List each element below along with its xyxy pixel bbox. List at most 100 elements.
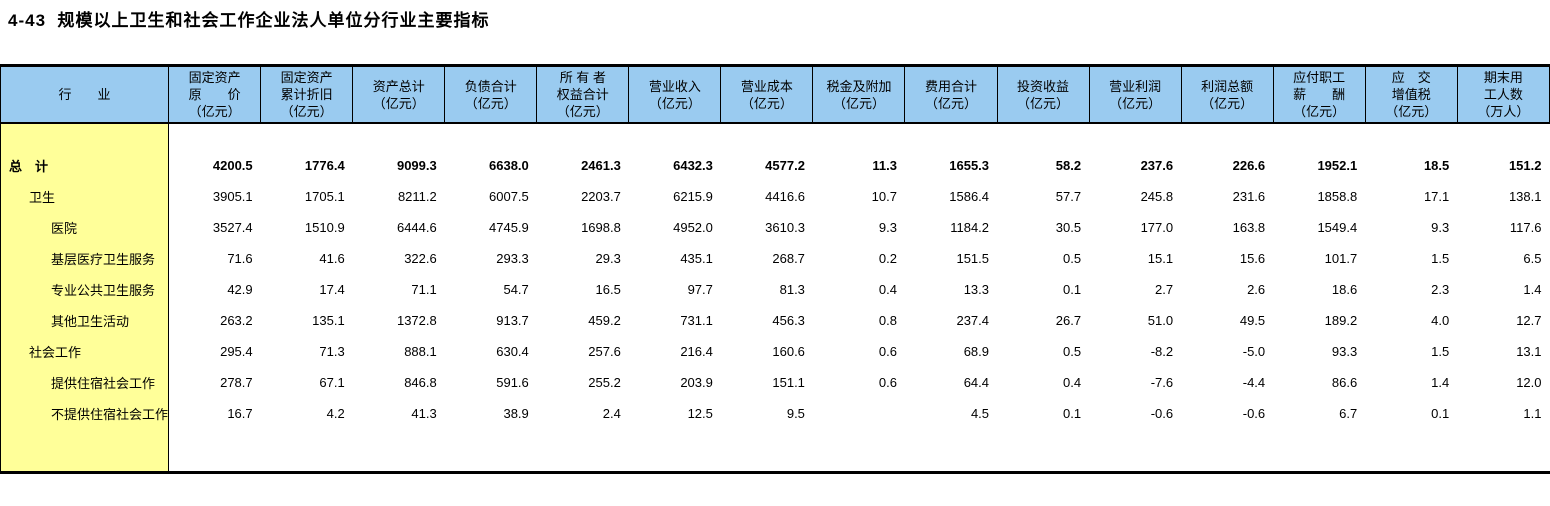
row-label: 基层医疗卫生服务 (0, 243, 170, 274)
data-cell (813, 398, 905, 429)
data-cell: 2.6 (1247, 282, 1266, 297)
data-cell: 913.7 (496, 313, 529, 328)
data-cell: 591.6 (496, 375, 529, 390)
col-header-7: 税金及附加 （亿元） (812, 65, 906, 124)
data-cell: 81.3 (779, 282, 805, 297)
data-cell: 6432.3 (673, 158, 713, 173)
data-cell: 11.3 (872, 158, 897, 173)
data-cell: 93.3 (1331, 344, 1358, 359)
data-cell: 226.6 (1232, 158, 1266, 173)
data-cell: 135.1 (312, 313, 345, 328)
data-cell: 64.4 (963, 375, 990, 390)
data-cell: 15.6 (1239, 251, 1266, 266)
data-cell: 6638.0 (489, 158, 529, 173)
row-label: 其他卫生活动 (0, 305, 170, 336)
row-label: 卫生 (0, 181, 170, 212)
data-cell: 3905.1 (212, 189, 253, 204)
col-header-9: 投资收益 （亿元） (996, 65, 1090, 124)
data-cell: 459.2 (588, 313, 621, 328)
data-cell: 101.7 (1324, 251, 1358, 266)
data-cell: 58.2 (1055, 158, 1082, 173)
data-cell: 151.2 (1508, 158, 1542, 173)
data-cell: 71.6 (227, 251, 253, 266)
data-cell: -0.6 (1150, 406, 1174, 421)
spacer-cell (169, 429, 1550, 473)
col-header-10: 营业利润 （亿元） (1088, 65, 1182, 124)
data-cell: 57.7 (1055, 189, 1082, 204)
data-cell: 1698.8 (581, 220, 621, 235)
data-cell: 4577.2 (765, 158, 805, 173)
data-cell: 26.7 (1055, 313, 1082, 328)
data-cell: 86.6 (1331, 375, 1358, 390)
data-cell: 97.7 (687, 282, 713, 297)
data-cell: 17.1 (1423, 189, 1450, 204)
page-title: 4-43 规模以上卫生和社会工作企业法人单位分行业主要指标 (8, 11, 490, 30)
col-header-4: 所 有 者 权益合计 （亿元） (536, 65, 630, 124)
data-cell: -8.2 (1150, 344, 1174, 359)
data-cell: 1858.8 (1317, 189, 1358, 204)
data-cell: 1952.1 (1317, 158, 1358, 173)
data-cell: 435.1 (680, 251, 713, 266)
data-cell: 0.6 (878, 344, 897, 359)
data-cell: 216.4 (680, 344, 713, 359)
data-cell: 4745.9 (489, 220, 529, 235)
data-cell: 231.6 (1232, 189, 1266, 204)
table-row: 社会工作 295.4 71.3 888.1 630.4 257.6 216.4 160.6 0.… (0, 336, 1550, 367)
data-cell: 138.1 (1508, 189, 1542, 204)
row-label: 总 计 (0, 150, 170, 181)
data-cell: 0.6 (878, 375, 897, 390)
data-cell: 0.1 (1062, 406, 1082, 421)
data-cell: 456.3 (772, 313, 805, 328)
data-cell: 0.4 (1062, 375, 1082, 390)
data-cell: 1184.2 (950, 220, 990, 235)
data-cell: 1586.4 (949, 189, 990, 204)
row-label: 不提供住宿社会工作 (0, 398, 170, 429)
data-cell: 846.8 (404, 375, 437, 390)
data-cell: 4.2 (326, 406, 345, 421)
data-cell: 237.6 (1140, 158, 1174, 173)
table-body: 总 计 4200.5 1776.4 9099.3 6638.0 2461.3 6432.3 4… (0, 123, 1550, 473)
data-cell: 1.4 (1523, 282, 1542, 297)
spacer-label-cell (0, 123, 170, 150)
data-cell: 0.4 (878, 282, 897, 297)
data-cell: 42.9 (227, 282, 253, 297)
table-row: 基层医疗卫生服务 71.6 41.6 322.6 293.3 29.3 435.1 268.7… (0, 243, 1550, 274)
data-cell: 15.1 (1147, 251, 1174, 266)
data-cell: 4200.5 (212, 158, 253, 173)
data-cell: 3610.3 (765, 220, 805, 235)
data-cell: 10.7 (871, 189, 897, 204)
col-header-11: 利润总额 （亿元） (1180, 65, 1274, 124)
data-cell: 2.7 (1155, 282, 1174, 297)
table-row: 总 计 4200.5 1776.4 9099.3 6638.0 2461.3 6432.3 4… (0, 150, 1550, 181)
data-cell: 1372.8 (396, 313, 437, 328)
data-cell: 4.5 (970, 406, 990, 421)
data-cell: -7.6 (1150, 375, 1174, 390)
data-cell: 1.1 (1523, 406, 1542, 421)
data-cell: 6444.6 (396, 220, 437, 235)
data-cell: -4.4 (1242, 375, 1266, 390)
data-cell: 4416.6 (765, 189, 805, 204)
data-cell: 30.5 (1055, 220, 1082, 235)
data-cell: 0.1 (1062, 282, 1082, 297)
data-cell: 67.1 (319, 375, 345, 390)
data-cell: 1.5 (1431, 344, 1450, 359)
data-cell: 1655.3 (949, 158, 990, 173)
row-label: 专业公共卫生服务 (0, 274, 170, 305)
table-row: 不提供住宿社会工作 16.7 4.2 41.3 38.9 2.4 12.5 9.5 4.5 0.1… (0, 398, 1550, 429)
data-cell: 12.0 (1516, 375, 1542, 390)
data-cell: 888.1 (404, 344, 437, 359)
data-cell: 151.5 (956, 251, 990, 266)
data-cell: 0.8 (878, 313, 897, 328)
col-header-13: 应 交 增值税 （亿元） (1364, 65, 1458, 124)
data-cell: 295.4 (220, 344, 253, 359)
header-row: 行 业 固定资产 原 价 （亿元） 固定资产 累计折旧 （亿元） 资产总计 （亿元）… (0, 65, 1550, 124)
data-cell: 49.5 (1239, 313, 1266, 328)
data-cell: 29.3 (595, 251, 621, 266)
data-cell: 9099.3 (396, 158, 437, 173)
data-cell: 3527.4 (212, 220, 253, 235)
data-cell: 630.4 (496, 344, 529, 359)
data-cell: 6.5 (1523, 251, 1542, 266)
col-header-0: 固定资产 原 价 （亿元） (168, 65, 262, 124)
table-row: 医院 3527.4 1510.9 6444.6 4745.9 1698.8 4952.0 36… (0, 212, 1550, 243)
data-cell: 255.2 (588, 375, 621, 390)
